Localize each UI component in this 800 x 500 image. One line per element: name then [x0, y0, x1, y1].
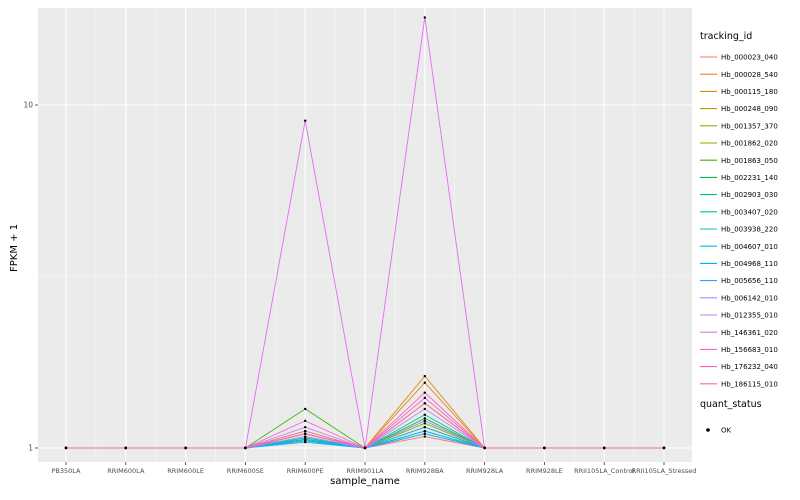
legend-item-label: Hb_002231_140 [721, 174, 778, 182]
legend-item-label: Hb_176232_040 [721, 363, 778, 371]
y-tick-label: 1 [28, 444, 33, 453]
data-point [304, 119, 307, 122]
legend-title-quant-status: quant_status [700, 399, 762, 410]
y-tick-label: 10 [23, 101, 33, 110]
data-point [423, 402, 426, 405]
x-axis-title: sample_name [330, 476, 400, 487]
data-point [603, 446, 606, 450]
data-point [304, 419, 307, 423]
legend-item-label: Hb_004607_010 [721, 243, 778, 251]
legend-item-label: Hb_003407_020 [721, 208, 778, 216]
data-point [304, 425, 307, 429]
x-tick-label: RRIM600PE [287, 467, 324, 475]
legend-item-label: Hb_004968_110 [721, 260, 778, 268]
data-point [423, 374, 426, 378]
x-tick-label: RRIM928LE [526, 467, 563, 475]
x-tick-label: RRIM901LA [346, 467, 384, 475]
legend-item-label: Hb_000023_040 [721, 54, 778, 62]
data-point [423, 16, 426, 19]
data-point [304, 435, 307, 438]
data-point [662, 446, 666, 450]
data-point [543, 446, 546, 450]
data-point [423, 429, 426, 433]
y-axis-title: FPKM + 1 [9, 223, 20, 272]
legend-item-label: Hb_001862_020 [721, 140, 778, 148]
data-point [304, 429, 307, 433]
legend-item-label: Hb_005656_110 [721, 277, 778, 285]
legend-item-label: OK [721, 427, 732, 435]
data-point [423, 435, 426, 438]
data-point [423, 422, 426, 425]
data-point [64, 446, 68, 450]
x-tick-label: RRIM600LA [107, 467, 145, 475]
data-point [423, 413, 426, 416]
data-point [423, 425, 426, 429]
x-tick-label: RRIM600LE [167, 467, 204, 475]
data-point [423, 391, 426, 394]
legend-item-label: Hb_000115_180 [721, 88, 778, 96]
data-point [483, 446, 486, 450]
data-point [363, 446, 367, 450]
x-tick-label: RRIM928LA [466, 467, 504, 475]
legend-item-label: Hb_001357_370 [721, 122, 778, 130]
legend-item-label: Hb_146361_020 [721, 329, 778, 337]
legend-item-label: Hb_012355_010 [721, 312, 778, 320]
legend-item-label: Hb_000028_540 [721, 71, 778, 79]
data-point [304, 439, 307, 442]
legend-item-label: Hb_186115_010 [721, 380, 778, 388]
legend-item-label: Hb_000248_090 [721, 105, 778, 113]
data-point [423, 419, 426, 423]
legend-key-point [706, 428, 710, 432]
legend-title-tracking-id: tracking_id [700, 31, 753, 42]
legend-item-label: Hb_156683_010 [721, 346, 778, 354]
data-point [423, 432, 426, 436]
x-tick-label: PB350LA [51, 467, 81, 475]
x-tick-label: RRIM600SE [227, 467, 264, 475]
legend-item-label: Hb_002903_030 [721, 191, 778, 199]
legend-item-label: Hb_006142_010 [721, 294, 778, 302]
x-tick-label: RRIM928BA [406, 467, 444, 475]
data-point [244, 446, 247, 450]
data-point [304, 432, 307, 436]
data-point [423, 417, 426, 420]
x-tick-label: RRII105LA_Stressed [632, 467, 697, 475]
data-point [423, 396, 426, 400]
data-point [124, 446, 128, 450]
data-point [304, 407, 307, 411]
data-point [184, 446, 187, 450]
legend-item-label: Hb_003938_220 [721, 226, 778, 234]
x-tick-label: RRII105LA_Control [574, 467, 634, 475]
data-point [423, 381, 426, 384]
legend-item-label: Hb_001863_050 [721, 157, 778, 165]
data-point [423, 407, 426, 411]
